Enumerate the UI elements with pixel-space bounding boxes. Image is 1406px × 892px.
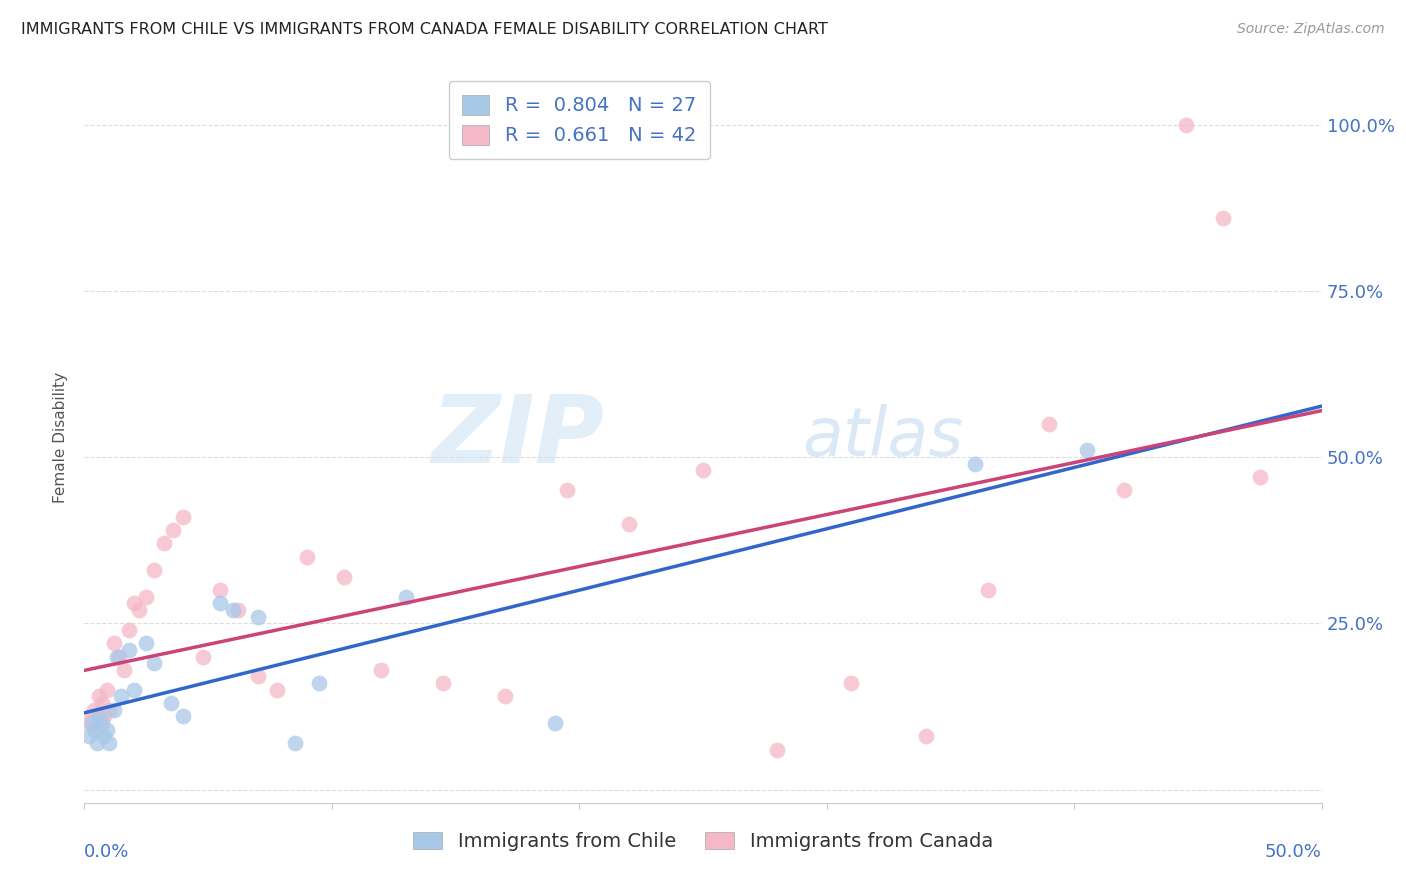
Y-axis label: Female Disability: Female Disability (53, 371, 69, 503)
Point (222, 603, 245, 617)
Point (118, 623, 141, 637)
Point (142, 656, 165, 670)
Text: Source: ZipAtlas.com: Source: ZipAtlas.com (1237, 22, 1385, 37)
Point (976, 582, 998, 597)
Point (1174, 118, 1197, 132)
Point (80, 709, 103, 723)
Point (246, 669, 269, 683)
Point (841, 676, 863, 690)
Text: IMMIGRANTS FROM CHILE VS IMMIGRANTS FROM CANADA FEMALE DISABILITY CORRELATION CH: IMMIGRANTS FROM CHILE VS IMMIGRANTS FROM… (21, 22, 828, 37)
Point (1076, 443, 1098, 458)
Point (209, 582, 232, 597)
Point (122, 596, 145, 610)
Point (93, 729, 115, 743)
Point (226, 603, 249, 617)
Point (172, 509, 194, 524)
Point (83, 703, 105, 717)
Point (295, 549, 318, 564)
Point (1112, 483, 1135, 498)
Text: atlas: atlas (801, 404, 963, 470)
Point (914, 729, 936, 743)
Point (692, 463, 714, 477)
Point (142, 563, 165, 577)
Point (112, 663, 135, 677)
Point (98, 736, 121, 750)
Point (370, 663, 392, 677)
Point (395, 590, 418, 604)
Point (555, 483, 578, 498)
Point (284, 736, 307, 750)
Point (86, 723, 108, 737)
Point (98, 703, 121, 717)
Point (128, 603, 150, 617)
Point (93, 709, 115, 723)
Text: ZIP: ZIP (432, 391, 605, 483)
Point (766, 742, 789, 756)
Point (191, 649, 214, 664)
Point (96, 682, 118, 697)
Point (333, 570, 356, 584)
Point (89, 690, 111, 704)
Point (122, 682, 145, 697)
Point (96, 723, 118, 737)
Point (160, 696, 183, 710)
Text: 0.0%: 0.0% (84, 843, 129, 861)
Text: 50.0%: 50.0% (1265, 843, 1322, 861)
Point (543, 716, 565, 731)
Point (86, 736, 108, 750)
Point (308, 676, 330, 690)
Point (108, 649, 131, 664)
Point (105, 649, 128, 664)
Point (90, 716, 112, 731)
Point (110, 690, 132, 704)
Point (266, 682, 288, 697)
Point (965, 457, 987, 471)
Point (118, 643, 141, 657)
Point (79, 729, 101, 743)
Point (494, 690, 516, 704)
Point (1038, 417, 1060, 431)
Point (1212, 211, 1234, 225)
Point (152, 536, 174, 550)
Point (79, 716, 101, 731)
Point (89, 709, 111, 723)
Point (162, 523, 184, 537)
Point (172, 709, 194, 723)
Point (103, 703, 125, 717)
Legend: R =  0.804   N = 27, R =  0.661   N = 42: R = 0.804 N = 27, R = 0.661 N = 42 (449, 81, 710, 159)
Point (90, 696, 112, 710)
Point (83, 723, 105, 737)
Point (80, 716, 103, 731)
Point (1249, 470, 1271, 484)
Point (135, 636, 157, 650)
Point (432, 676, 454, 690)
Point (209, 596, 232, 610)
Point (135, 590, 157, 604)
Point (246, 609, 269, 624)
Point (617, 516, 640, 531)
Point (103, 636, 125, 650)
